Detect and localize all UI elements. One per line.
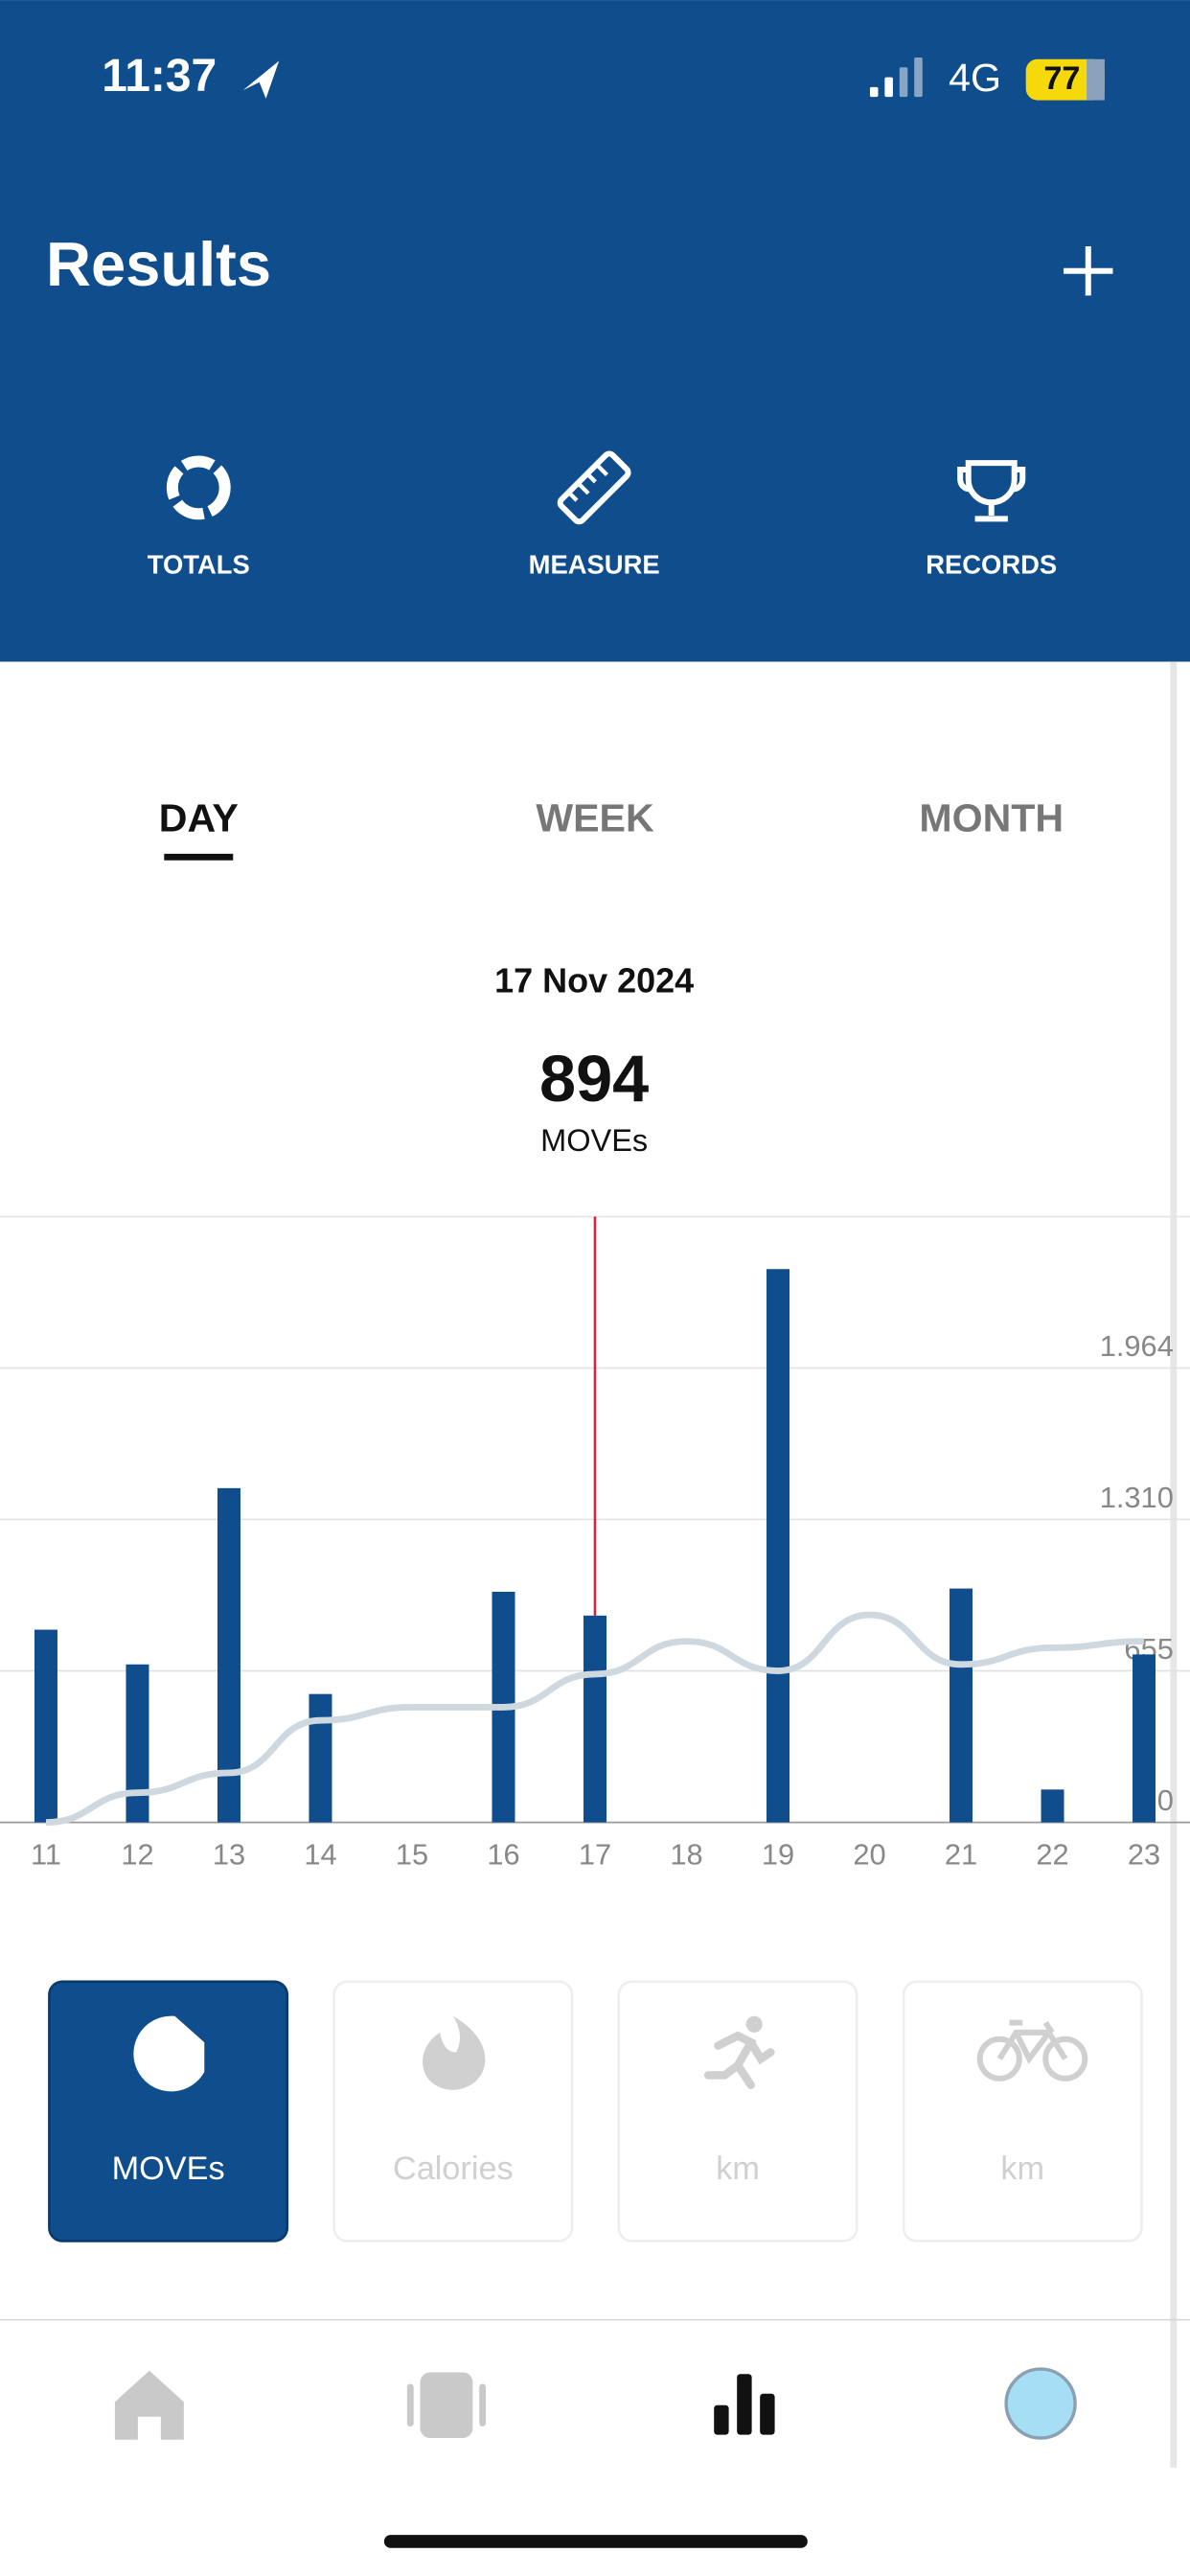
battery-empty: [1087, 58, 1105, 101]
x-tick-label: 20: [853, 1838, 885, 1872]
x-tick-label: 22: [1036, 1838, 1068, 1872]
x-tick-label: 18: [670, 1838, 702, 1872]
bar: [1041, 1789, 1064, 1823]
x-tick-label: 21: [945, 1838, 977, 1872]
y-tick-label: 0: [1157, 1783, 1174, 1817]
period-underline: [164, 853, 234, 861]
metric-icon: [745, 2015, 763, 2033]
bar: [584, 1615, 606, 1823]
x-tick-label: 14: [304, 1838, 336, 1872]
metric-button[interactable]: [617, 1980, 858, 2242]
period-tab[interactable]: DAY: [159, 795, 239, 840]
tab-label[interactable]: MEASURE: [529, 549, 660, 579]
battery: [1025, 58, 1105, 101]
nav-profile[interactable]: [1004, 2367, 1077, 2440]
metric-icon: [133, 2015, 205, 2092]
metric-icon: [703, 2031, 775, 2089]
metric-button[interactable]: [48, 1980, 289, 2242]
metric-label: km: [716, 2150, 760, 2187]
trend-line: [45, 1611, 1145, 1827]
signal-icon: [869, 58, 923, 98]
records-icon: [957, 460, 1026, 522]
header-bg: [0, 0, 1190, 662]
nav-device[interactable]: [406, 2372, 487, 2439]
status-network: 4G: [949, 56, 1001, 100]
period-tab[interactable]: MONTH: [919, 795, 1064, 840]
page-title: Results: [46, 229, 271, 299]
add-button[interactable]: [1064, 246, 1113, 296]
metric-button[interactable]: [332, 1980, 574, 2242]
bar: [126, 1664, 149, 1823]
metric-buttons: MOVEs Calories km km: [48, 1980, 1143, 2242]
totals-icon: [166, 455, 231, 520]
status-time: 11:37: [102, 51, 217, 102]
period-tab[interactable]: WEEK: [536, 795, 654, 840]
metric-icon: [976, 2019, 1088, 2082]
y-tick-label: 1.310: [1100, 1481, 1174, 1514]
location-icon: [242, 60, 280, 99]
metric-label: km: [1000, 2150, 1044, 2187]
bar: [1133, 1654, 1156, 1823]
summary-date: 17 Nov 2024: [494, 961, 694, 1000]
metric-label: MOVEs: [112, 2150, 225, 2187]
tab-label[interactable]: RECORDS: [926, 549, 1057, 579]
x-tick-label: 15: [396, 1838, 428, 1872]
home-indicator: [383, 2535, 808, 2548]
x-tick-label: 12: [121, 1838, 153, 1872]
x-tick-label: 19: [762, 1838, 794, 1872]
bar: [34, 1629, 57, 1823]
x-tick-label: 11: [31, 1838, 61, 1872]
summary-unit: MOVEs: [540, 1123, 648, 1158]
bar: [767, 1269, 790, 1823]
y-tick-label: 1.964: [1100, 1329, 1174, 1363]
nav-home[interactable]: [114, 2370, 184, 2440]
x-tick-label: 16: [487, 1838, 519, 1872]
bar: [217, 1487, 240, 1823]
metric-icon: [423, 2015, 486, 2090]
x-tick-label: 17: [579, 1838, 611, 1872]
battery-level: 77: [1043, 60, 1080, 97]
summary-value: 894: [539, 1042, 649, 1116]
bar: [309, 1693, 332, 1823]
bar: [950, 1588, 973, 1823]
scrollbar: [1170, 661, 1178, 2468]
x-tick-label: 23: [1128, 1838, 1160, 1872]
metric-label: Calories: [393, 2150, 514, 2187]
x-tick-label: 13: [213, 1838, 245, 1872]
nav-results[interactable]: [714, 2374, 775, 2435]
measure-icon: [557, 450, 631, 525]
period-tabs: DAY WEEK MONTH: [159, 795, 1064, 861]
tab-label[interactable]: TOTALS: [148, 549, 250, 579]
